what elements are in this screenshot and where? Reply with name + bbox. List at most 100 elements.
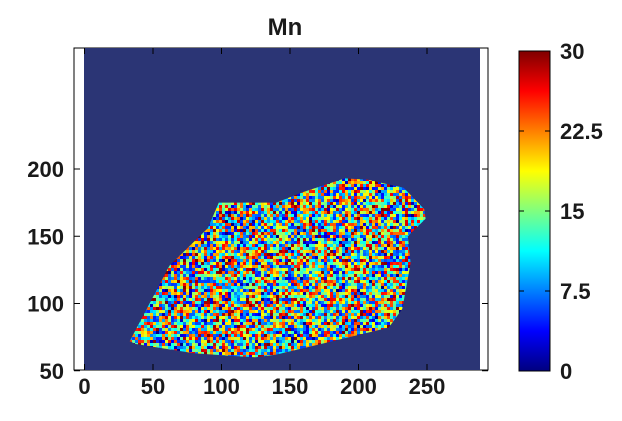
heatmap-cell — [237, 214, 240, 217]
heatmap-cell — [231, 217, 234, 220]
heatmap-cell — [201, 313, 204, 316]
heatmap-cell — [342, 310, 345, 313]
heatmap-cell — [297, 322, 300, 325]
heatmap-cell — [264, 250, 267, 253]
heatmap-cell — [309, 223, 312, 226]
heatmap-cell — [333, 319, 336, 322]
heatmap-cell — [273, 241, 276, 244]
heatmap-cell — [210, 307, 213, 310]
heatmap-cell — [306, 238, 309, 241]
heatmap-cell — [258, 223, 261, 226]
heatmap-cell — [315, 256, 318, 259]
heatmap-cell — [399, 190, 402, 193]
heatmap-cell — [273, 283, 276, 286]
heatmap-cell — [360, 211, 363, 214]
heatmap-cell — [285, 265, 288, 268]
heatmap-cell — [294, 277, 297, 280]
heatmap-cell — [342, 187, 345, 190]
heatmap-cell — [273, 229, 276, 232]
heatmap-cell — [186, 319, 189, 322]
heatmap-cell — [342, 226, 345, 229]
heatmap-cell — [387, 241, 390, 244]
heatmap-cell — [267, 277, 270, 280]
heatmap-cell — [225, 202, 228, 205]
heatmap-cell — [321, 313, 324, 316]
heatmap-cell — [309, 286, 312, 289]
heatmap-cell — [285, 289, 288, 292]
heatmap-cell — [234, 205, 237, 208]
heatmap-cell — [408, 232, 411, 235]
heatmap-cell — [156, 292, 159, 295]
heatmap-cell — [354, 280, 357, 283]
heatmap-cell — [396, 190, 399, 193]
heatmap-cell — [384, 301, 387, 304]
heatmap-cell — [381, 307, 384, 310]
heatmap-cell — [252, 250, 255, 253]
heatmap-cell — [414, 223, 417, 226]
heatmap-cell — [273, 202, 276, 205]
heatmap-cell — [312, 256, 315, 259]
heatmap-cell — [357, 244, 360, 247]
heatmap-cell — [243, 271, 246, 274]
heatmap-cell — [333, 229, 336, 232]
heatmap-cell — [288, 247, 291, 250]
heatmap-cell — [333, 184, 336, 187]
heatmap-cell — [321, 262, 324, 265]
heatmap-cell — [378, 301, 381, 304]
heatmap-cell — [276, 265, 279, 268]
heatmap-cell — [285, 202, 288, 205]
heatmap-cell — [390, 199, 393, 202]
heatmap-cell — [231, 277, 234, 280]
heatmap-cell — [354, 250, 357, 253]
heatmap-cell — [360, 199, 363, 202]
heatmap-cell — [201, 289, 204, 292]
heatmap-cell — [417, 208, 420, 211]
heatmap-cell — [387, 223, 390, 226]
heatmap-cell — [192, 313, 195, 316]
heatmap-cell — [330, 268, 333, 271]
heatmap-cell — [330, 274, 333, 277]
heatmap-cell — [246, 286, 249, 289]
heatmap-cell — [333, 289, 336, 292]
heatmap-cell — [315, 283, 318, 286]
heatmap-cell — [207, 310, 210, 313]
heatmap-cell — [405, 238, 408, 241]
heatmap-cell — [330, 319, 333, 322]
heatmap-cell — [243, 253, 246, 256]
heatmap-cell — [405, 259, 408, 262]
heatmap-cell — [393, 202, 396, 205]
heatmap-cell — [240, 319, 243, 322]
heatmap-cell — [243, 277, 246, 280]
heatmap-cell — [276, 238, 279, 241]
heatmap-cell — [336, 274, 339, 277]
heatmap-cell — [324, 199, 327, 202]
heatmap-cell — [192, 301, 195, 304]
heatmap-cell — [300, 241, 303, 244]
heatmap-cell — [360, 238, 363, 241]
heatmap-cell — [333, 292, 336, 295]
heatmap-cell — [174, 277, 177, 280]
heatmap-cell — [387, 193, 390, 196]
heatmap-cell — [339, 199, 342, 202]
heatmap-cell — [357, 259, 360, 262]
heatmap-cell — [267, 214, 270, 217]
heatmap-cell — [300, 238, 303, 241]
heatmap-cell — [393, 217, 396, 220]
heatmap-cell — [300, 232, 303, 235]
heatmap-cell — [240, 253, 243, 256]
heatmap-cell — [375, 199, 378, 202]
heatmap-cell — [180, 328, 183, 331]
heatmap-cell — [324, 280, 327, 283]
heatmap-cell — [270, 274, 273, 277]
heatmap-cell — [315, 190, 318, 193]
heatmap-cell — [288, 214, 291, 217]
heatmap-cell — [285, 223, 288, 226]
heatmap-cell — [210, 271, 213, 274]
heatmap-cell — [399, 208, 402, 211]
heatmap-cell — [336, 184, 339, 187]
heatmap-cell — [279, 313, 282, 316]
heatmap-cell — [228, 238, 231, 241]
heatmap-cell — [273, 208, 276, 211]
heatmap-cell — [213, 229, 216, 232]
heatmap-cell — [330, 301, 333, 304]
